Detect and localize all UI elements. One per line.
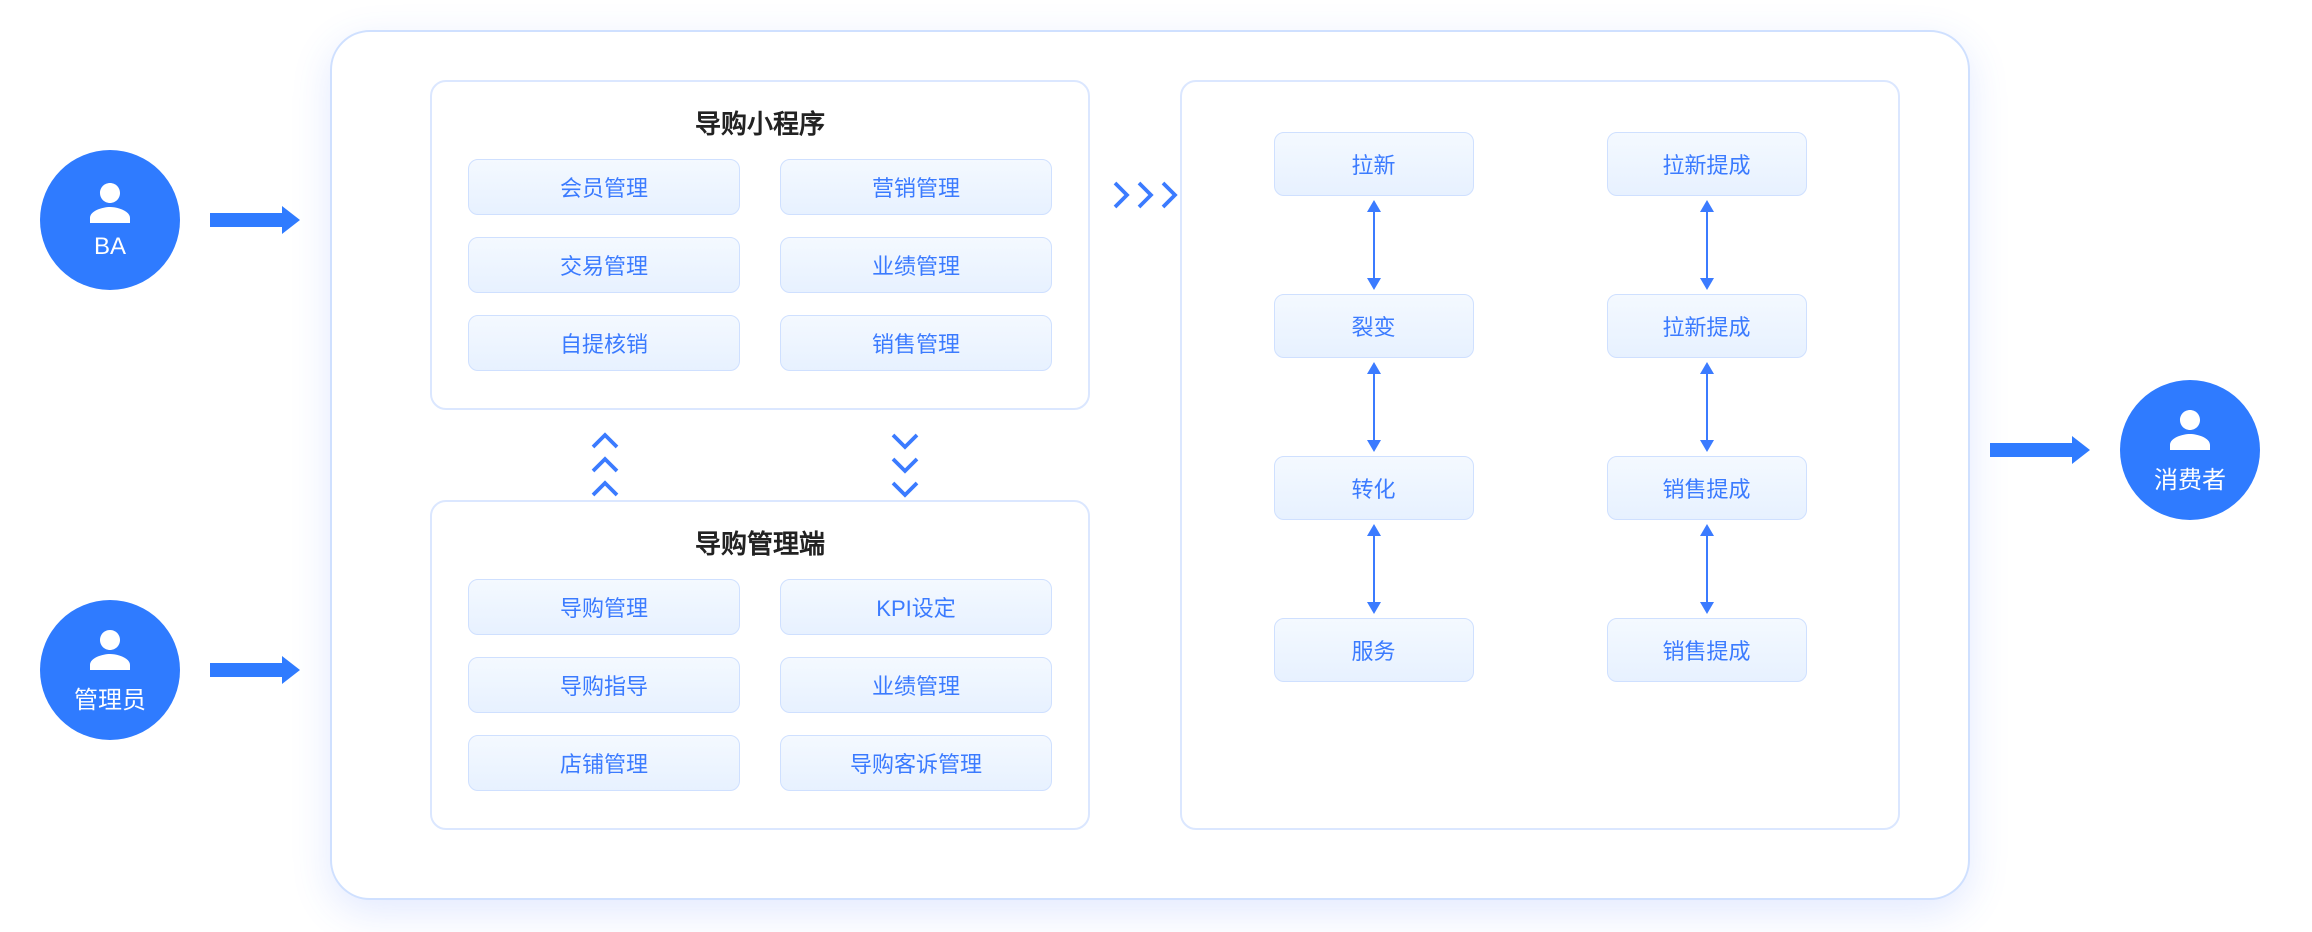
- module-pill: 业绩管理: [780, 657, 1052, 713]
- actor-label: 管理员: [74, 680, 146, 715]
- chevrons-up: [590, 430, 620, 500]
- actor-label: 消费者: [2154, 460, 2226, 495]
- module-pill: 自提核销: [468, 315, 740, 371]
- flow-node: 转化: [1274, 456, 1474, 520]
- chevrons-down: [890, 430, 920, 500]
- actor-ba: BA: [40, 150, 180, 290]
- actor-label: BA: [94, 233, 126, 261]
- pill-grid: 导购管理 KPI设定导购指导业绩管理店铺管理导购客诉管理: [432, 579, 1088, 821]
- flow-node: 拉新提成: [1607, 132, 1807, 196]
- flow-col-right: 拉新提成拉新提成销售提成销售提成: [1575, 132, 1838, 682]
- actor-consumer: 消费者: [2120, 380, 2260, 520]
- module-pill: 销售管理: [780, 315, 1052, 371]
- flow-node: 裂变: [1274, 294, 1474, 358]
- panel-title: 导购管理端: [432, 524, 1088, 561]
- double-arrow-icon: [1698, 520, 1716, 618]
- module-pill: 店铺管理: [468, 735, 740, 791]
- pill-grid: 会员管理营销管理交易管理业绩管理自提核销销售管理: [432, 159, 1088, 401]
- actor-admin: 管理员: [40, 600, 180, 740]
- double-arrow-icon: [1365, 196, 1383, 294]
- module-pill: 会员管理: [468, 159, 740, 215]
- module-pill: 交易管理: [468, 237, 740, 293]
- module-pill: 导购客诉管理: [780, 735, 1052, 791]
- flow-node: 服务: [1274, 618, 1474, 682]
- panel-flow: 拉新裂变转化服务拉新提成拉新提成销售提成销售提成: [1180, 80, 1900, 830]
- flow-node: 销售提成: [1607, 618, 1807, 682]
- panel-mgmt: 导购管理端导购管理 KPI设定导购指导业绩管理店铺管理导购客诉管理: [430, 500, 1090, 830]
- module-pill: 导购指导: [468, 657, 740, 713]
- module-pill: 导购管理: [468, 579, 740, 635]
- flow-col-left: 拉新裂变转化服务: [1242, 132, 1505, 682]
- flow-node: 拉新提成: [1607, 294, 1807, 358]
- double-arrow-icon: [1698, 196, 1716, 294]
- double-arrow-icon: [1365, 520, 1383, 618]
- panel-mp: 导购小程序会员管理营销管理交易管理业绩管理自提核销销售管理: [430, 80, 1090, 410]
- flow-node: 拉新: [1274, 132, 1474, 196]
- module-pill: 营销管理: [780, 159, 1052, 215]
- flow-node: 销售提成: [1607, 456, 1807, 520]
- double-arrow-icon: [1698, 358, 1716, 456]
- chevrons-to-flow: [1110, 180, 1180, 210]
- panel-title: 导购小程序: [432, 104, 1088, 141]
- double-arrow-icon: [1365, 358, 1383, 456]
- arrow-ba: [210, 206, 300, 239]
- module-pill: 业绩管理: [780, 237, 1052, 293]
- module-pill: KPI设定: [780, 579, 1052, 635]
- arrow-admin: [210, 656, 300, 689]
- arrow-consumer: [1990, 436, 2090, 469]
